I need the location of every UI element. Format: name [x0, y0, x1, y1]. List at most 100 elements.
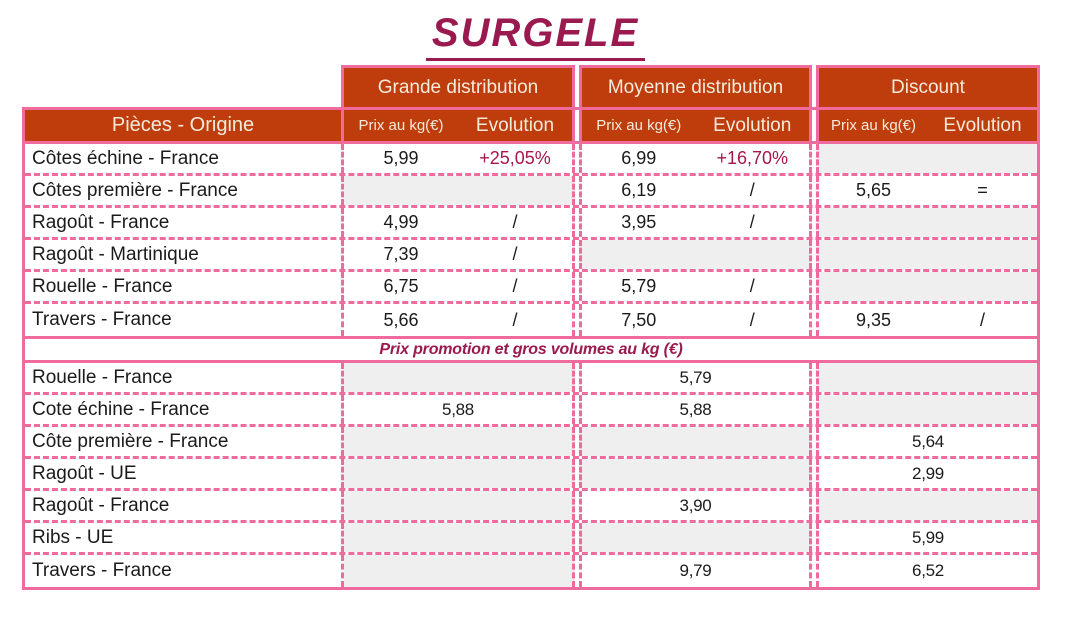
empty-cell [344, 555, 575, 587]
evolution-value: / [512, 244, 518, 264]
evolution-value: / [512, 276, 518, 296]
promo-price-cell: 6,52 [816, 555, 1037, 587]
price-value: 9,35 [855, 309, 892, 330]
table-row: Ragoût - Martinique 7,39 / [25, 240, 1037, 272]
empty-cell [344, 176, 575, 205]
column-group-header-grande-distribution: Grande distribution [341, 65, 575, 107]
table-row: Travers - France 9,79 6,52 [25, 555, 1037, 587]
origin-column-header: Pièces - Origine [25, 110, 344, 141]
promo-price-cell: 5,88 [344, 395, 575, 424]
row-label: Rouelle - France [25, 272, 344, 301]
promo-price-cell: 5,64 [816, 427, 1037, 456]
table-row: Ragoût - UE 2,99 [25, 459, 1037, 491]
evolution-value: / [749, 212, 755, 232]
empty-cell [816, 240, 1037, 269]
subheader-row: Pièces - Origine Prix au kg(€) Evolution… [25, 110, 1037, 144]
empty-cell [579, 240, 812, 269]
promo-price-cell: 2,99 [816, 459, 1037, 488]
empty-cell [816, 491, 1037, 520]
price-evolution-cell: 6,75 / [344, 272, 575, 301]
empty-cell [344, 427, 575, 456]
price-table: Grande distribution Moyenne distribution… [22, 65, 1040, 590]
evolution-value: / [979, 309, 985, 330]
column-group-header-discount: Discount [816, 65, 1040, 107]
row-label: Cote échine - France [25, 395, 344, 424]
price-value: 5,99 [912, 527, 944, 547]
evolution-value: / [749, 180, 755, 200]
table-row: Côtes échine - France 5,99 +25,05% 6,99 +16,… [25, 144, 1037, 176]
price-evolution-cell: 9,35 / [816, 304, 1037, 336]
promo-price-cell: 5,79 [579, 363, 812, 392]
promo-rows: Rouelle - France 5,79 Cote échine - France… [25, 363, 1037, 587]
price-value: 5,64 [912, 431, 944, 451]
price-value: 3,95 [621, 212, 657, 232]
evolution-value: = [977, 180, 988, 200]
table-row: Côtes première - France 6,19 / 5,65 = [25, 176, 1037, 208]
price-evolution-cell: 7,50 / [579, 304, 812, 336]
promo-price-cell: 5,88 [579, 395, 812, 424]
price-value: 9,79 [679, 561, 712, 580]
price-evolution-cell: 5,79 / [579, 272, 812, 301]
column-group-header-moyenne-distribution: Moyenne distribution [579, 65, 812, 107]
price-column-header: Prix au kg(€) [830, 117, 917, 134]
empty-cell [816, 363, 1037, 392]
price-value: 5,65 [855, 180, 892, 200]
price-evolution-cell: 7,39 / [344, 240, 575, 269]
empty-cell [344, 363, 575, 392]
table-row: Côte première - France 5,64 [25, 427, 1037, 459]
price-value: 4,99 [383, 212, 419, 232]
row-label: Ragoût - France [25, 491, 344, 520]
table-body: Pièces - Origine Prix au kg(€) Evolution… [22, 107, 1040, 590]
price-value: 6,19 [621, 180, 657, 200]
promo-section-header: Prix promotion et gros volumes au kg (€) [25, 336, 1037, 363]
row-label: Côtes échine - France [25, 144, 344, 173]
empty-cell [816, 395, 1037, 424]
evolution-column-header: Evolution [943, 114, 1022, 136]
price-value: 5,88 [679, 399, 712, 419]
row-label: Travers - France [25, 304, 344, 336]
price-value: 7,50 [621, 309, 657, 330]
table-row: Ribs - UE 5,99 [25, 523, 1037, 555]
price-evolution-cell: 3,95 / [579, 208, 812, 237]
price-column-header: Prix au kg(€) [358, 117, 444, 134]
price-evolution-cell: 5,66 / [344, 304, 575, 336]
table-row: Rouelle - France 6,75 / 5,79 / [25, 272, 1037, 304]
row-label: Rouelle - France [25, 363, 344, 392]
evolution-value: / [749, 276, 755, 296]
price-evolution-cell: 5,65 = [816, 176, 1037, 205]
evolution-value: / [512, 212, 518, 232]
evolution-value: +25,05% [479, 148, 551, 168]
table-row: Rouelle - France 5,79 [25, 363, 1037, 395]
promo-price-cell: 3,90 [579, 491, 812, 520]
row-label: Côtes première - France [25, 176, 344, 205]
promo-price-cell: 9,79 [579, 555, 812, 587]
price-value: 5,66 [383, 309, 419, 330]
promo-price-cell: 5,99 [816, 523, 1037, 552]
row-label: Côte première - France [25, 427, 344, 456]
table-row: Ragoût - France 4,99 / 3,95 / [25, 208, 1037, 240]
price-evolution-cell: 4,99 / [344, 208, 575, 237]
empty-cell [579, 459, 812, 488]
price-column-header: Prix au kg(€) [596, 117, 682, 134]
evolution-column-header: Evolution [713, 114, 792, 136]
table-row: Ragoût - France 3,90 [25, 491, 1037, 523]
price-value: 6,75 [383, 276, 419, 296]
price-value: 3,90 [679, 495, 712, 515]
page-title: SURGELE [425, 10, 646, 61]
price-value: 2,99 [912, 463, 944, 483]
empty-cell [816, 144, 1037, 173]
empty-cell [344, 459, 575, 488]
price-value: 5,99 [383, 148, 419, 168]
md-subheader: Prix au kg(€) Evolution [579, 110, 812, 141]
price-evolution-cell: 6,99 +16,70% [579, 144, 812, 173]
empty-cell [816, 208, 1037, 237]
price-value: 7,39 [383, 244, 419, 264]
row-label: Ragoût - Martinique [25, 240, 344, 269]
price-evolution-cell: 5,99 +25,05% [344, 144, 575, 173]
row-label: Ribs - UE [25, 523, 344, 552]
empty-cell [344, 491, 575, 520]
evolution-value: / [749, 309, 755, 330]
gd-subheader: Prix au kg(€) Evolution [344, 110, 575, 141]
row-label: Travers - France [25, 555, 344, 587]
